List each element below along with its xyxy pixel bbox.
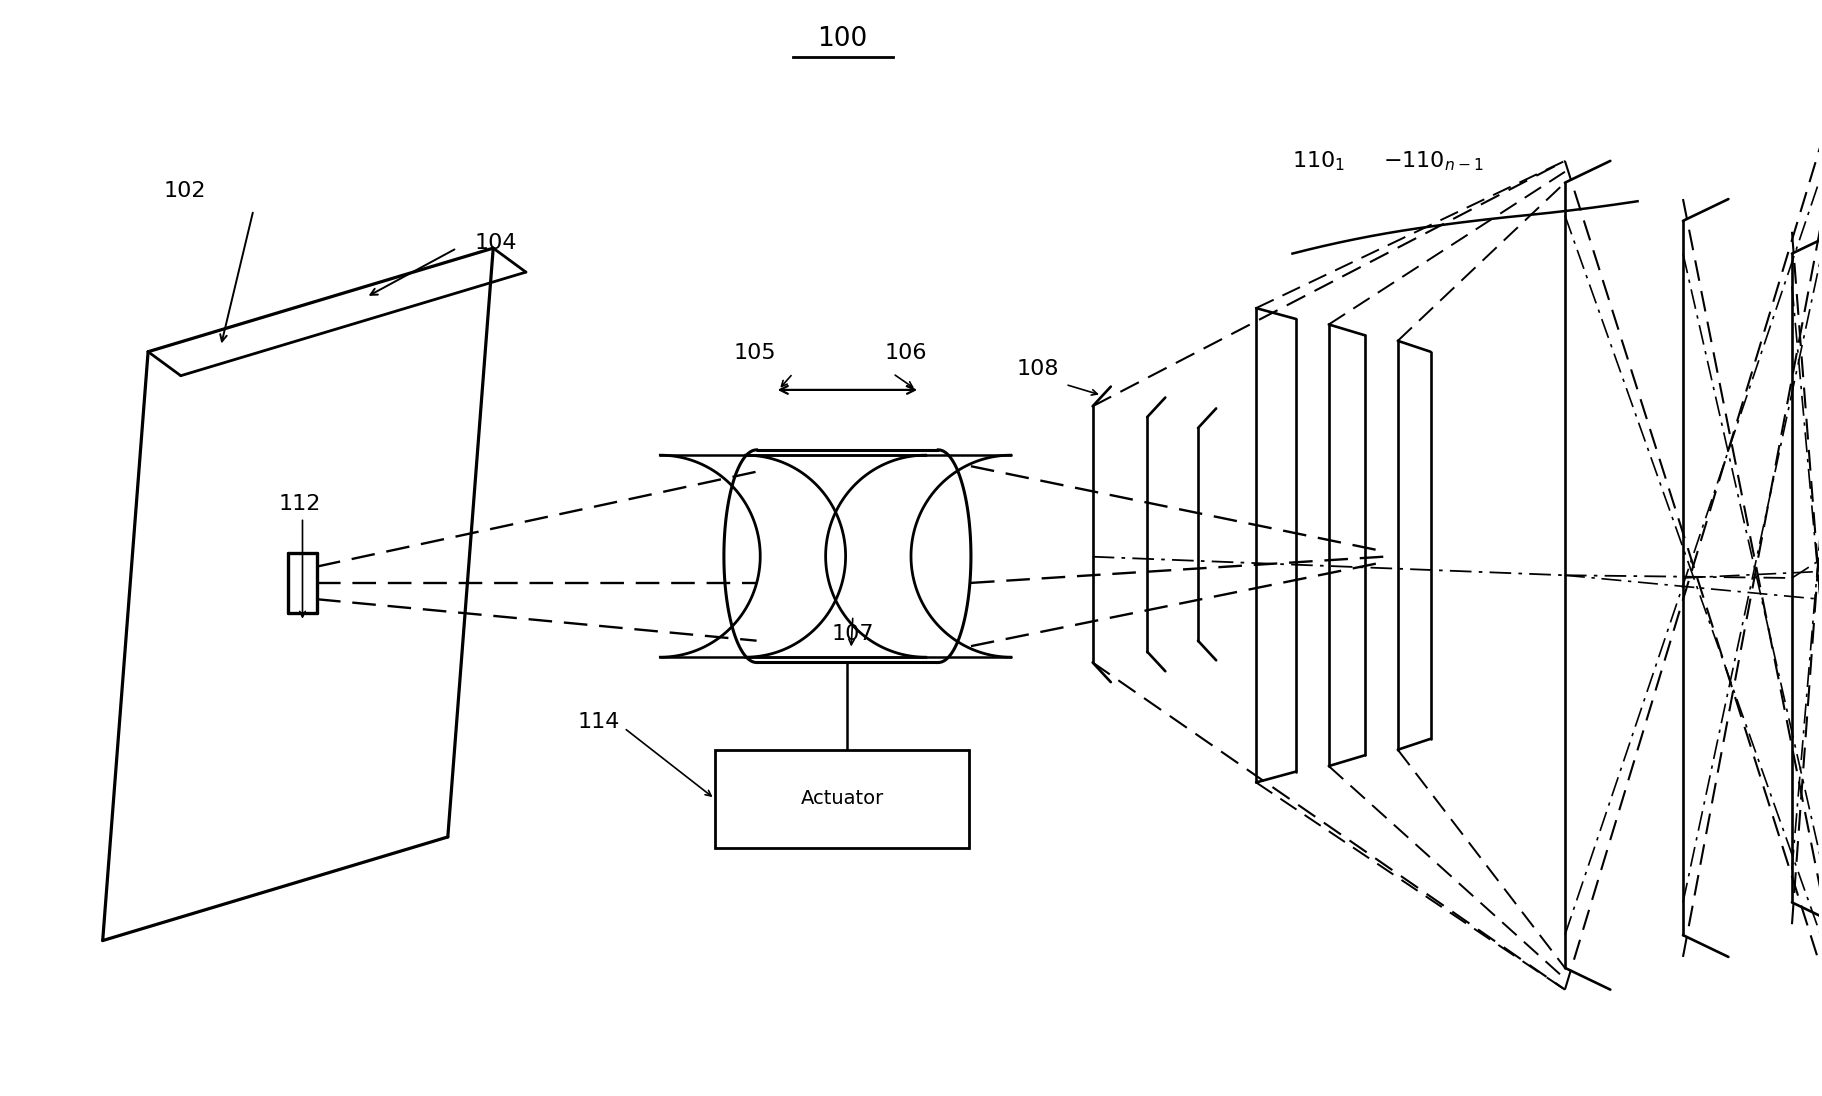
Text: $-110_{n-1}$: $-110_{n-1}$: [1383, 149, 1483, 173]
Text: 100: 100: [816, 26, 867, 52]
Text: $110_1$: $110_1$: [1292, 149, 1345, 173]
FancyBboxPatch shape: [714, 750, 969, 848]
Text: 108: 108: [1017, 359, 1059, 379]
Text: 105: 105: [734, 343, 776, 363]
Text: 114: 114: [578, 712, 619, 732]
Text: Actuator: Actuator: [800, 789, 884, 809]
Text: 107: 107: [831, 625, 875, 644]
Text: 106: 106: [884, 343, 927, 363]
Text: 112: 112: [279, 494, 321, 514]
Text: 104: 104: [476, 232, 517, 253]
Text: 102: 102: [164, 181, 206, 202]
